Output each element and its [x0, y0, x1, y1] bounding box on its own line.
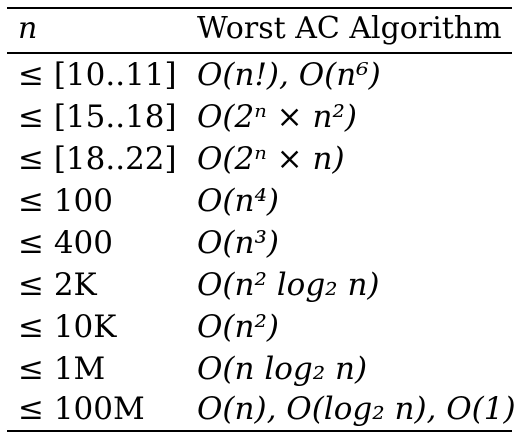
row-algorithm: O(2ⁿ × n²) [197, 99, 357, 135]
table-row: ≤ [15..18] O(2ⁿ × n²) [0, 96, 519, 138]
header-rule [7, 52, 512, 54]
bottom-rule [7, 430, 512, 432]
top-rule [7, 7, 512, 9]
table-row: ≤ [18..22] O(2ⁿ × n) [0, 138, 519, 180]
row-algorithm: O(n), O(log₂ n), O(1) [197, 391, 516, 427]
table-row: ≤ 100M O(n), O(log₂ n), O(1) [0, 388, 519, 430]
row-n: ≤ 2K [18, 267, 97, 303]
row-algorithm: O(n³) [197, 225, 279, 261]
table-row: ≤ 2K O(n² log₂ n) [0, 264, 519, 306]
table-row: ≤ 10K O(n²) [0, 306, 519, 348]
row-algorithm: O(n!), O(n⁶) [197, 57, 381, 93]
row-algorithm: O(n⁴) [197, 183, 279, 219]
row-algorithm: O(n log₂ n) [197, 351, 368, 387]
row-n: ≤ 400 [18, 225, 113, 261]
table-row: ≤ 1M O(n log₂ n) [0, 348, 519, 390]
row-n: ≤ 100M [18, 391, 145, 427]
row-n: ≤ 10K [18, 309, 117, 345]
table-row: ≤ 400 O(n³) [0, 222, 519, 264]
row-n: ≤ [18..22] [18, 141, 177, 177]
row-n: ≤ [10..11] [18, 57, 177, 93]
table-row: ≤ 100 O(n⁴) [0, 180, 519, 222]
row-n: ≤ 1M [18, 351, 106, 387]
row-n: ≤ [15..18] [18, 99, 177, 135]
header-algorithm: Worst AC Algorithm [197, 11, 502, 46]
row-algorithm: O(n² log₂ n) [197, 267, 380, 303]
row-algorithm: O(2ⁿ × n) [197, 141, 345, 177]
header-n: n [18, 11, 38, 46]
table-header-row: n Worst AC Algorithm [0, 8, 519, 50]
row-algorithm: O(n²) [197, 309, 279, 345]
row-n: ≤ 100 [18, 183, 113, 219]
table-row: ≤ [10..11] O(n!), O(n⁶) [0, 54, 519, 96]
